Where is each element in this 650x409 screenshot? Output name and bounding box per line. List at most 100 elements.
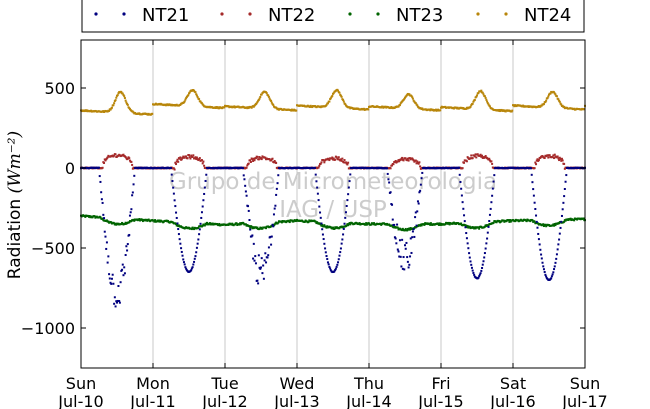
data-point <box>126 243 129 246</box>
data-point <box>487 224 490 227</box>
data-point <box>326 258 329 261</box>
data-point <box>561 208 564 211</box>
data-point <box>487 103 490 106</box>
data-point <box>186 157 189 160</box>
data-point <box>128 157 131 160</box>
data-point <box>411 157 414 160</box>
data-point <box>84 215 87 218</box>
data-point <box>560 103 563 106</box>
data-point <box>125 101 128 104</box>
data-point <box>208 222 211 225</box>
data-point <box>483 256 486 259</box>
data-point <box>480 89 483 92</box>
data-point <box>244 184 247 187</box>
data-point <box>403 268 406 271</box>
data-point <box>113 154 116 157</box>
data-point <box>548 154 551 157</box>
data-point <box>120 223 123 226</box>
data-point <box>492 180 495 183</box>
data-point <box>254 255 257 258</box>
data-point <box>239 223 242 226</box>
data-point <box>529 220 532 223</box>
data-point <box>465 160 468 163</box>
data-point <box>124 221 127 224</box>
data-point <box>465 107 468 110</box>
y-tick-label: −500 <box>31 239 75 258</box>
data-point <box>197 226 200 229</box>
data-point <box>550 277 553 280</box>
y-axis-label: Radiation (Wm⁻²) <box>5 131 25 279</box>
data-point <box>474 227 477 230</box>
data-point <box>173 199 176 202</box>
data-point <box>491 187 494 190</box>
data-point <box>452 107 455 110</box>
data-point <box>106 156 109 159</box>
data-point <box>202 160 205 163</box>
data-point <box>322 238 325 241</box>
data-point <box>367 108 370 111</box>
data-point <box>555 95 558 98</box>
data-point <box>181 156 184 159</box>
data-point <box>256 155 259 158</box>
data-point <box>473 227 476 230</box>
data-point <box>206 221 208 224</box>
data-point <box>261 155 264 158</box>
data-point <box>404 157 407 160</box>
data-point <box>535 214 538 217</box>
data-point <box>413 235 416 238</box>
data-point <box>558 99 561 102</box>
data-point <box>198 233 201 236</box>
data-point <box>411 230 414 233</box>
data-point <box>468 225 471 228</box>
data-point <box>319 223 322 226</box>
data-point <box>103 162 106 165</box>
grid-lines <box>152 40 514 368</box>
data-point <box>406 157 409 160</box>
data-point <box>340 95 343 98</box>
data-point <box>493 174 496 177</box>
x-tick-day: Wed <box>280 374 315 393</box>
data-point <box>129 211 132 214</box>
data-point <box>125 245 128 248</box>
data-point <box>469 260 472 263</box>
data-point <box>544 223 547 226</box>
data-point <box>141 218 144 221</box>
data-point <box>470 154 473 157</box>
data-point <box>277 174 280 177</box>
data-point <box>423 223 426 226</box>
data-point <box>328 100 331 103</box>
data-point <box>478 275 481 278</box>
data-point <box>393 223 396 226</box>
data-point <box>481 91 484 94</box>
data-point <box>398 239 401 242</box>
data-point <box>177 228 180 231</box>
data-point <box>553 91 556 94</box>
data-point <box>175 160 178 163</box>
data-point <box>525 220 528 223</box>
data-point <box>372 223 375 226</box>
data-point <box>257 158 260 161</box>
data-point <box>558 222 561 225</box>
data-point <box>368 222 370 225</box>
data-point <box>180 250 183 253</box>
data-point <box>126 103 129 106</box>
data-point <box>448 223 451 226</box>
data-point <box>107 220 110 223</box>
data-point <box>467 247 470 250</box>
data-point <box>195 93 198 96</box>
data-point <box>532 194 535 197</box>
data-point <box>463 220 466 223</box>
data-point <box>108 109 111 112</box>
data-point <box>203 192 206 195</box>
data-point <box>559 157 562 160</box>
data-point <box>544 273 547 276</box>
data-point <box>337 89 340 92</box>
data-point <box>123 97 126 100</box>
data-point <box>178 238 181 241</box>
legend-label: NT24 <box>524 5 571 26</box>
data-point <box>267 95 270 98</box>
data-point <box>530 173 533 176</box>
data-point <box>132 183 135 186</box>
data-point <box>552 223 555 226</box>
data-point <box>328 159 331 162</box>
